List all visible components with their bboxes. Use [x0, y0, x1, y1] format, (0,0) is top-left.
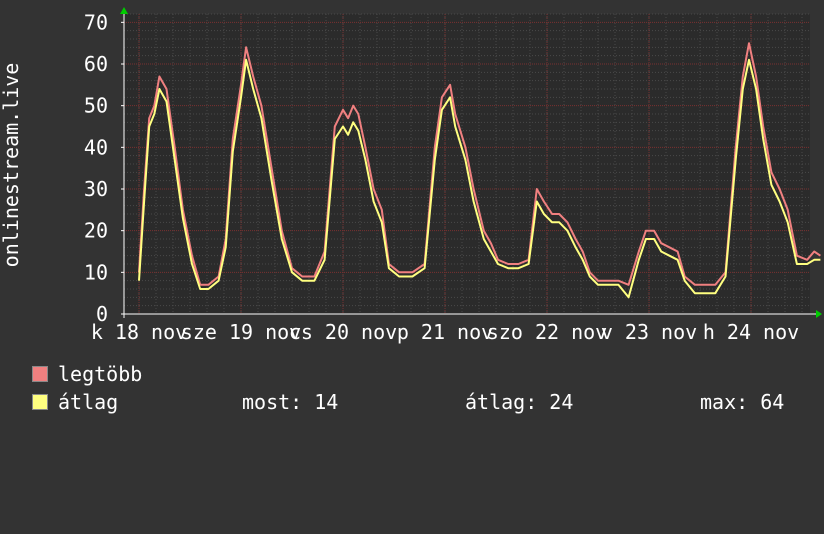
stat-average: átlag: 24	[465, 390, 574, 414]
y-tick-labels: 0 10 20 30 40 50 60 70	[84, 10, 108, 326]
x-tick-label: p 21 nov	[397, 320, 493, 344]
axes	[120, 7, 822, 318]
y-tick-label: 10	[84, 260, 108, 284]
stat-current: most: 14	[242, 390, 339, 414]
y-tick-label: 60	[84, 52, 108, 76]
y-axis-label: onlinestream.live	[0, 63, 23, 268]
x-tick-label: v 23 nov	[601, 320, 697, 344]
series-lines	[138, 42, 821, 299]
legend-row-avg: átlag most: 14 átlag: 24 max: 64	[32, 390, 812, 414]
y-tick-label: 70	[84, 10, 108, 34]
x-tick-label: k 18 nov	[91, 320, 187, 344]
y-tick-label: 0	[96, 302, 108, 326]
legend-label-max: legtöbb	[58, 362, 143, 386]
stat-maximum: max: 64	[700, 390, 785, 414]
y-tick-label: 20	[84, 219, 108, 243]
y-tick-label: 40	[84, 135, 108, 159]
x-tick-label: szo 22 nov	[487, 320, 607, 344]
x-tick-label: cs 20 nov	[289, 320, 397, 344]
series-line	[138, 42, 821, 286]
legend-swatch-max	[32, 366, 48, 382]
legend-swatch-avg	[32, 394, 48, 410]
x-axis-arrow-icon	[816, 310, 822, 318]
legend-label-avg: átlag	[58, 390, 119, 414]
x-tick-label: h 24 nov	[703, 320, 799, 344]
series-line	[138, 58, 821, 299]
y-tick-label: 30	[84, 177, 108, 201]
legend-row-max: legtöbb	[32, 362, 142, 386]
x-tick-label: sze 19 nov	[181, 320, 301, 344]
y-axis-arrow-icon	[120, 7, 128, 14]
y-tick-label: 50	[84, 94, 108, 118]
